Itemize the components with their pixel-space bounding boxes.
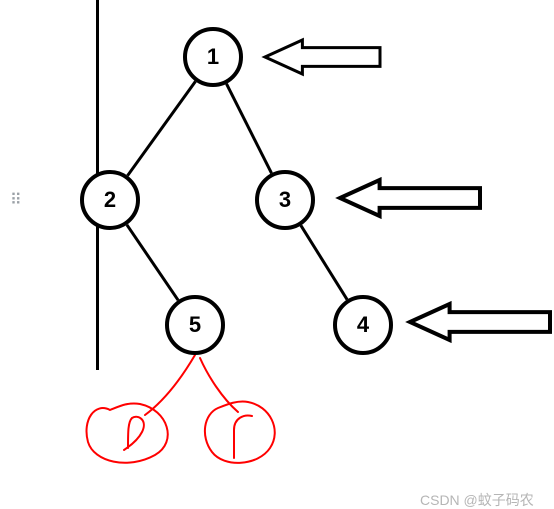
tree-node-1-label: 1 xyxy=(207,44,219,70)
pointer-arrow-2 xyxy=(340,180,480,216)
pointer-arrow-3 xyxy=(410,304,550,340)
edge-n1-n2 xyxy=(128,81,196,175)
annotation-blob-2 xyxy=(205,401,275,462)
tree-node-4-label: 4 xyxy=(357,312,369,338)
edge-n2-n5 xyxy=(127,225,178,300)
annotation-stem-1 xyxy=(145,355,195,415)
edge-n3-n4 xyxy=(301,225,347,299)
annotation-glyph-1 xyxy=(124,417,144,450)
watermark-text: CSDN @蚊子码农 xyxy=(420,490,534,509)
tree-node-4: 4 xyxy=(333,295,393,355)
pointer-arrow-1 xyxy=(265,40,380,74)
tree-node-1: 1 xyxy=(183,27,243,87)
annotation-blob-1 xyxy=(87,403,168,462)
tree-node-5-label: 5 xyxy=(189,312,201,338)
tree-node-3-label: 3 xyxy=(279,187,291,213)
tree-node-3: 3 xyxy=(255,170,315,230)
tree-node-5: 5 xyxy=(165,295,225,355)
annotation-glyph-2 xyxy=(234,416,252,458)
svg-layer xyxy=(0,0,554,509)
hand-annotations xyxy=(87,355,275,463)
diagram-canvas: { "diagram": { "type": "tree", "backgrou… xyxy=(0,0,554,509)
arrow-left-icon xyxy=(340,180,480,216)
edge-n1-n3 xyxy=(226,84,271,173)
tree-edges xyxy=(127,81,347,300)
arrow-left-icon xyxy=(265,40,380,74)
arrow-left-icon xyxy=(410,304,550,340)
tree-node-2-label: 2 xyxy=(104,187,116,213)
tree-node-2: 2 xyxy=(80,170,140,230)
drag-handle-icon[interactable]: ⠿ xyxy=(10,198,24,204)
